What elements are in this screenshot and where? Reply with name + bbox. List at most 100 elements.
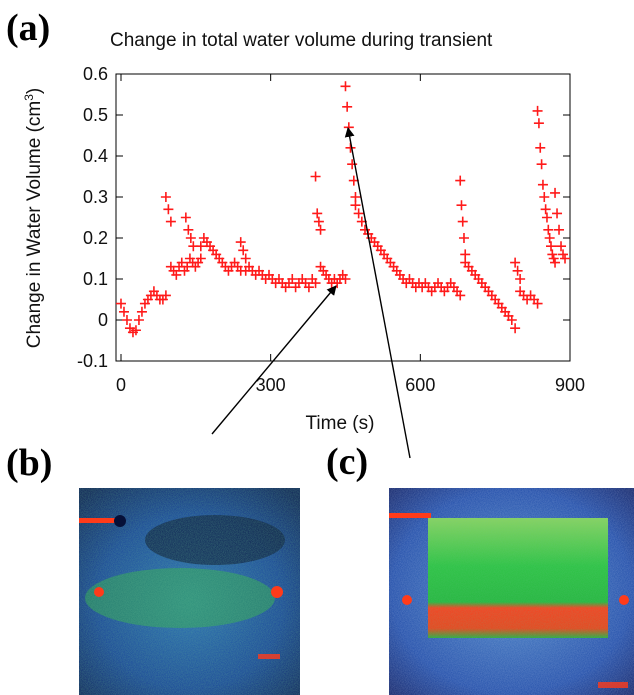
data-point — [185, 233, 196, 243]
data-point — [195, 241, 206, 252]
data-point — [350, 200, 361, 211]
y-tick-label: 0.2 — [83, 228, 108, 248]
image-c — [389, 488, 634, 695]
data-series — [115, 81, 571, 338]
data-point — [535, 142, 546, 153]
y-tick-label: 0.6 — [83, 64, 108, 84]
data-point — [115, 298, 126, 309]
data-point — [457, 216, 468, 227]
data-point — [313, 216, 324, 227]
data-point — [130, 325, 141, 336]
image-b-red-streak — [79, 518, 117, 523]
data-point — [544, 233, 555, 243]
data-point — [456, 200, 467, 211]
data-point — [240, 253, 251, 264]
data-point — [176, 257, 187, 268]
y-axis-label-sup: 3 — [22, 94, 36, 101]
data-point — [510, 257, 521, 268]
panel-label-b: (b) — [6, 442, 52, 484]
data-point — [353, 208, 364, 219]
data-point — [536, 159, 547, 170]
data-point — [133, 315, 144, 325]
image-c-red-dot-left — [402, 595, 412, 605]
data-point — [560, 253, 571, 264]
data-point — [312, 208, 323, 219]
y-tick-label: -0.1 — [77, 351, 108, 371]
data-point — [310, 278, 321, 289]
data-point — [160, 290, 171, 301]
data-point — [121, 315, 132, 325]
data-point — [165, 216, 176, 227]
image-b-red-dot-left — [94, 587, 104, 597]
image-c-red-dot-right — [619, 595, 629, 605]
data-point — [235, 237, 246, 248]
data-point — [310, 171, 321, 182]
y-tick-label: 0.4 — [83, 146, 108, 166]
data-point — [554, 224, 565, 235]
data-point — [512, 265, 523, 276]
y-tick-label: 0.1 — [83, 269, 108, 289]
panel-label-c: (c) — [326, 441, 368, 483]
data-point — [160, 192, 171, 202]
data-point — [458, 233, 469, 243]
data-point — [180, 212, 191, 223]
data-point — [183, 224, 194, 235]
image-b-red-spot-bottom — [258, 654, 280, 659]
image-b — [79, 488, 300, 695]
data-point — [543, 224, 554, 235]
panel-label-a: (a) — [6, 7, 50, 49]
x-tick-label: 0 — [116, 375, 126, 395]
data-point — [238, 245, 249, 256]
image-c-red-spot-bottom — [598, 682, 628, 688]
y-axis-label-tail: ) — [24, 88, 45, 94]
data-point — [540, 204, 551, 215]
chart: Change in total water volume during tran… — [22, 30, 585, 434]
data-point — [455, 175, 466, 186]
data-point — [515, 274, 526, 284]
data-point — [340, 274, 351, 284]
x-axis: 0 300 600 900 — [116, 74, 585, 395]
data-point — [303, 282, 314, 293]
arrow-b — [211, 285, 337, 435]
data-point — [136, 306, 147, 317]
y-tick-label: 0.5 — [83, 105, 108, 125]
data-point — [550, 257, 561, 268]
data-point — [195, 253, 206, 264]
y-tick-label: 0.3 — [83, 187, 108, 207]
image-c-red-streak — [389, 513, 431, 518]
data-point — [455, 290, 466, 301]
image-b-red-dot-right — [271, 586, 283, 598]
data-point — [552, 208, 563, 219]
data-point — [532, 298, 543, 309]
data-point — [506, 315, 517, 325]
x-tick-label: 900 — [555, 375, 585, 395]
data-point — [510, 323, 521, 334]
image-c-noise-block — [428, 518, 608, 638]
data-point — [315, 224, 326, 235]
data-point — [287, 274, 298, 284]
x-axis-label: Time (s) — [306, 413, 375, 434]
x-tick-label: 300 — [256, 375, 286, 395]
y-tick-label: 0 — [98, 310, 108, 330]
data-point — [556, 241, 567, 252]
arrow-c — [344, 127, 411, 459]
chart-title: Change in total water volume during tran… — [110, 30, 493, 51]
data-point — [342, 101, 353, 112]
data-point — [171, 269, 182, 280]
plot-frame — [115, 73, 571, 362]
image-b-dark-dot — [114, 515, 126, 527]
data-point — [340, 81, 351, 92]
data-point — [546, 241, 557, 252]
data-point — [537, 179, 548, 190]
data-point — [533, 118, 544, 129]
data-point — [539, 192, 550, 202]
y-axis-label: Change in Water Volume (cm3) — [22, 88, 45, 348]
data-point — [541, 212, 552, 223]
data-point — [550, 187, 561, 198]
y-axis: -0.1 0 0.1 0.2 0.3 0.4 0.5 0.6 — [77, 64, 570, 371]
data-point — [163, 204, 174, 215]
data-point — [532, 105, 543, 116]
data-point — [348, 175, 359, 186]
data-point — [118, 306, 129, 317]
